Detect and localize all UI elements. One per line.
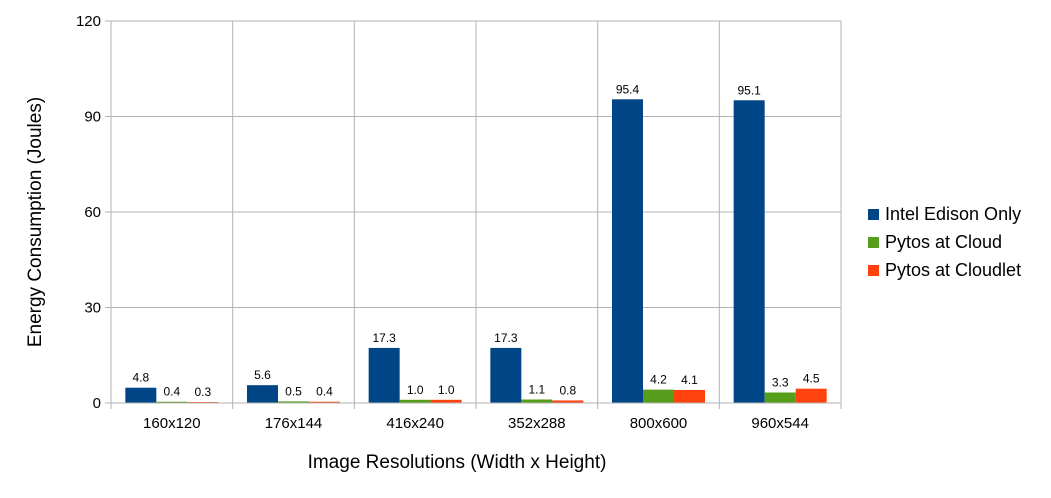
- data-label: 5.6: [254, 368, 271, 382]
- bar: [490, 347, 522, 403]
- data-label: 3.3: [772, 375, 789, 389]
- legend-label: Pytos at Cloudlet: [885, 260, 1021, 280]
- bar: [368, 347, 400, 403]
- data-label: 0.4: [316, 385, 333, 399]
- legend-swatch: [868, 209, 879, 220]
- data-label: 4.2: [650, 373, 667, 387]
- bar: [674, 389, 705, 403]
- bar: [643, 389, 674, 403]
- legend: Intel Edison Only Pytos at Cloud Pytos at …: [868, 204, 1021, 280]
- x-tick-label: 352x288: [508, 415, 566, 432]
- y-tick-label: 60: [84, 204, 101, 221]
- bar: [521, 399, 553, 403]
- bar: [552, 400, 584, 403]
- x-tick-label: 160x120: [143, 415, 201, 432]
- legend-swatch: [868, 265, 879, 276]
- bar: [247, 385, 278, 403]
- data-label: 4.8: [132, 371, 149, 385]
- x-tick-label: 960x544: [751, 415, 809, 432]
- data-label: 95.4: [616, 82, 640, 96]
- bars: [125, 99, 827, 403]
- data-label: 0.8: [559, 383, 576, 397]
- bar: [399, 399, 431, 403]
- x-tick-label: 176x144: [265, 415, 323, 432]
- bar: [612, 99, 643, 403]
- data-label: 4.1: [681, 373, 698, 387]
- x-axis-title: Image Resolutions (Width x Height): [308, 452, 607, 473]
- data-label: 0.3: [194, 385, 211, 399]
- x-tick-label: 416x240: [386, 415, 444, 432]
- y-tick-label: 120: [76, 13, 101, 30]
- data-label: 1.1: [528, 382, 545, 396]
- data-labels: 4.8 0.4 0.3 5.6 0.5 0.4 17.3 1.0 1.0 17.3 1.1 0.8 95…: [132, 82, 819, 399]
- data-label: 4.5: [803, 372, 820, 386]
- data-label: 0.4: [163, 385, 180, 399]
- grid: [110, 20, 842, 409]
- data-label: 1.0: [438, 383, 455, 397]
- y-axis-title: Energy Consumption (Joules): [25, 97, 46, 347]
- bar: [795, 388, 827, 403]
- bar: [733, 100, 765, 403]
- axes: 0 30 60 90 120 160x120 176x144 416x240 352x288 80…: [76, 13, 841, 432]
- data-label: 0.5: [285, 384, 302, 398]
- data-label: 17.3: [494, 331, 518, 345]
- bar: [764, 392, 796, 403]
- x-tick-label: 800x600: [630, 415, 688, 432]
- data-label: 95.1: [737, 83, 761, 97]
- bar: [430, 399, 462, 403]
- y-tick-label: 90: [84, 109, 101, 126]
- data-label: 17.3: [372, 331, 396, 345]
- y-tick-label: 30: [84, 300, 101, 317]
- data-label: 1.0: [407, 383, 424, 397]
- bar: [309, 401, 340, 403]
- legend-swatch: [868, 237, 879, 248]
- bar: [278, 401, 309, 403]
- legend-label: Intel Edison Only: [885, 204, 1021, 224]
- legend-label: Pytos at Cloud: [885, 232, 1002, 252]
- bar: [125, 387, 157, 403]
- bar: [156, 401, 188, 403]
- y-tick-label: 0: [93, 395, 101, 412]
